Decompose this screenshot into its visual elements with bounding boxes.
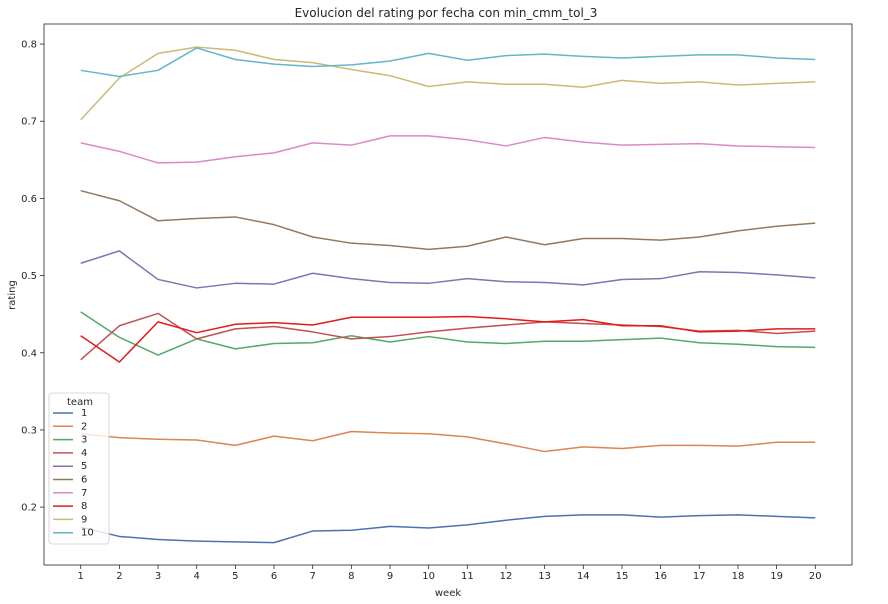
x-tick-label: 5 xyxy=(232,571,238,582)
series-line-team-8 xyxy=(80,315,816,363)
x-tick-label: 2 xyxy=(116,571,122,582)
plot-frame xyxy=(43,23,853,566)
x-tick-label: 14 xyxy=(577,571,590,582)
x-tick-label: 6 xyxy=(271,571,277,582)
y-tick-label: 0.4 xyxy=(21,348,37,359)
series-line-team-10 xyxy=(80,47,816,78)
series-line-team-7 xyxy=(80,135,816,164)
y-tick-label: 0.8 xyxy=(21,40,37,51)
x-tick-label: 20 xyxy=(809,571,822,582)
y-tick-label: 0.6 xyxy=(21,194,37,205)
chart-title: Evolucion del rating por fecha con min_c… xyxy=(295,6,598,20)
legend-entry-label: 8 xyxy=(81,501,87,512)
y-axis-label: rating xyxy=(7,280,18,310)
x-tick-label: 13 xyxy=(538,571,551,582)
series-line-team-6 xyxy=(80,189,816,251)
x-axis-label: week xyxy=(435,588,461,599)
y-axis: 0.2 0.3 0.4 0.5 0.6 0.7 0.8 xyxy=(21,40,44,514)
x-tick-label: 10 xyxy=(422,571,435,582)
legend-entry-label: 1 xyxy=(81,408,87,419)
legend-title: team xyxy=(67,397,93,408)
x-tick-label: 11 xyxy=(461,571,474,582)
x-tick-label: 4 xyxy=(194,571,200,582)
series-line-team-5 xyxy=(80,250,816,289)
x-tick-label: 18 xyxy=(732,571,745,582)
x-tick-label: 7 xyxy=(310,571,316,582)
x-tick-label: 19 xyxy=(770,571,783,582)
series-layer xyxy=(80,46,816,544)
legend-box xyxy=(48,392,110,545)
y-tick-label: 0.2 xyxy=(21,503,37,514)
legend-entry-label: 5 xyxy=(81,461,87,472)
x-axis: 1 2 3 4 5 6 7 8 9 10 11 12 13 14 15 16 17 18 19 20 xyxy=(78,565,822,582)
series-line-team-1 xyxy=(80,514,816,544)
series-line-team-9 xyxy=(80,46,816,121)
legend-entry-label: 3 xyxy=(81,435,87,446)
x-tick-label: 17 xyxy=(693,571,706,582)
x-tick-label: 9 xyxy=(387,571,393,582)
x-tick-label: 1 xyxy=(78,571,84,582)
x-tick-label: 8 xyxy=(348,571,354,582)
series-line-team-4 xyxy=(80,312,816,361)
legend-entry-label: 2 xyxy=(81,421,87,432)
legend-entry-label: 7 xyxy=(81,488,87,499)
legend-entry-label: 6 xyxy=(81,475,87,486)
series-line-team-2 xyxy=(80,430,816,453)
legend-entry-label: 10 xyxy=(81,528,94,539)
x-tick-label: 15 xyxy=(616,571,629,582)
x-tick-label: 12 xyxy=(500,571,513,582)
legend-entry-label: 9 xyxy=(81,514,87,525)
x-tick-label: 3 xyxy=(155,571,161,582)
legend-entry-label: 4 xyxy=(81,448,87,459)
series-line-team-3 xyxy=(80,311,816,356)
x-tick-label: 16 xyxy=(654,571,667,582)
y-tick-label: 0.7 xyxy=(21,117,37,128)
y-tick-label: 0.5 xyxy=(21,271,37,282)
y-tick-label: 0.3 xyxy=(21,425,37,436)
